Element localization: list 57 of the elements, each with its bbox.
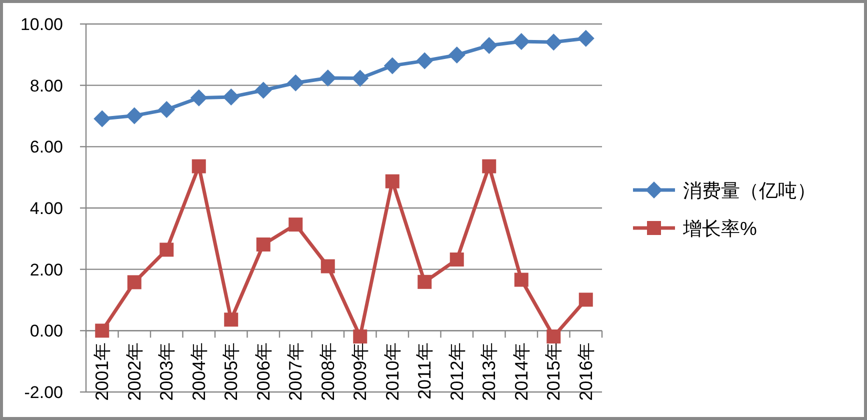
point <box>448 46 466 64</box>
point <box>577 30 594 47</box>
x-tick-label: 2010年 <box>382 342 402 401</box>
point <box>353 329 368 344</box>
y-tick-label: 4.00 <box>30 199 63 218</box>
y-tick-label: 2.00 <box>30 260 63 280</box>
point <box>127 275 142 290</box>
point <box>450 252 464 267</box>
point <box>512 32 530 50</box>
x-tick-label: 2011年 <box>414 342 435 400</box>
point <box>95 324 110 338</box>
point <box>546 329 561 344</box>
x-tick-label: 2004年 <box>188 342 209 401</box>
x-tick-label: 2003年 <box>156 342 177 401</box>
point <box>256 237 270 252</box>
point <box>94 110 111 128</box>
y-tick-label: 0.00 <box>30 322 63 341</box>
x-tick-label: 2002年 <box>124 342 144 401</box>
point <box>190 89 208 106</box>
point <box>287 74 304 92</box>
point <box>288 218 303 232</box>
legend-label: 增长率% <box>682 218 757 240</box>
y-tick-label: 6.00 <box>30 138 63 157</box>
point <box>224 312 238 327</box>
x-tick-label: 2015年 <box>544 342 564 401</box>
point <box>480 36 498 54</box>
point <box>320 259 335 274</box>
point <box>352 70 369 87</box>
point <box>222 88 240 106</box>
x-tick-label: 2009年 <box>350 342 370 401</box>
point <box>384 57 401 74</box>
point <box>319 69 336 86</box>
x-tick-label: 2016年 <box>576 342 596 401</box>
point <box>192 159 206 174</box>
x-tick-label: 2005年 <box>221 342 242 401</box>
point <box>578 292 593 307</box>
point <box>160 242 174 257</box>
x-tick-label: 2006年 <box>253 342 274 401</box>
point <box>158 101 176 118</box>
point <box>126 107 143 124</box>
y-tick-label: 8.00 <box>30 76 63 96</box>
x-tick-label: 2007年 <box>286 342 306 401</box>
point <box>545 34 562 51</box>
y-tick-label: 10.00 <box>20 15 63 34</box>
point <box>385 174 400 188</box>
point <box>514 272 528 287</box>
x-tick-label: 2012年 <box>446 342 467 401</box>
legend-label: 消费量（亿吨） <box>683 181 816 202</box>
point <box>416 52 434 70</box>
point <box>418 274 432 289</box>
x-tick-label: 2013年 <box>479 342 500 401</box>
y-tick-label: -2.00 <box>24 383 63 402</box>
point <box>482 159 496 174</box>
point <box>254 82 272 99</box>
x-tick-label: 2001年 <box>92 342 112 401</box>
x-tick-label: 2008年 <box>318 342 338 401</box>
x-tick-label: 2014年 <box>511 342 532 401</box>
